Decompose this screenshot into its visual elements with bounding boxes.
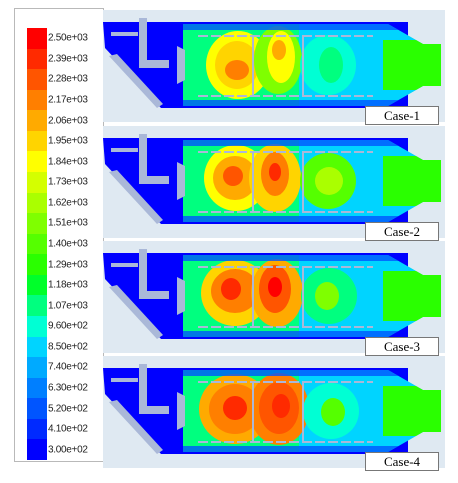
- legend-swatch: [27, 110, 47, 132]
- legend-swatch: [27, 172, 47, 194]
- legend-tick-label: 3.00e+02: [48, 444, 88, 456]
- legend-swatch: [27, 48, 47, 70]
- legend-tick-label: 2.06e+03: [48, 115, 88, 127]
- contour-region: [272, 40, 286, 60]
- temperature-legend: 2.50e+03 2.39e+03 2.28e+03 2.17e+03 2.06e+03…: [14, 8, 104, 462]
- legend-tick-label: 1.29e+03: [48, 259, 88, 271]
- case-label: Case-1: [365, 106, 439, 125]
- contour-region: [319, 47, 343, 83]
- contour-plot: [103, 249, 441, 339]
- contour-panel: Case-2: [103, 126, 445, 241]
- legend-tick-label: 2.28e+03: [48, 73, 88, 85]
- legend-swatch: [27, 213, 47, 235]
- legend-swatch: [27, 357, 47, 379]
- legend-tick-label: 6.30e+02: [48, 382, 88, 394]
- contour-plot: [103, 134, 441, 224]
- burner-duct: [139, 364, 169, 414]
- legend-swatch: [27, 316, 47, 338]
- burner-duct: [139, 134, 169, 184]
- legend-swatch: [27, 439, 47, 461]
- legend-tick-label: 1.18e+03: [48, 279, 88, 291]
- contour-region: [315, 167, 343, 195]
- contour-region: [269, 163, 281, 181]
- burner-duct: [139, 18, 169, 68]
- contour-region: [272, 394, 290, 418]
- contour-region: [221, 278, 241, 300]
- legend-swatch: [27, 69, 47, 91]
- legend-swatch: [27, 130, 47, 152]
- legend-swatch: [27, 295, 47, 317]
- contour-panel: Case-4: [103, 356, 445, 471]
- contour-region: [223, 396, 247, 420]
- contour-plot: [103, 18, 441, 108]
- legend-tick-label: 7.40e+02: [48, 361, 88, 373]
- legend-swatch: [27, 377, 47, 399]
- legend-tick-label: 1.84e+03: [48, 156, 88, 168]
- legend-swatch: [27, 89, 47, 111]
- legend-swatch: [27, 336, 47, 358]
- contour-region: [321, 398, 345, 426]
- contour-plot: [103, 364, 441, 454]
- legend-tick-label: 1.40e+03: [48, 238, 88, 250]
- legend-swatch: [27, 274, 47, 296]
- legend-swatch: [27, 418, 47, 440]
- legend-swatch: [27, 233, 47, 255]
- legend-tick-label: 1.51e+03: [48, 217, 88, 229]
- legend-tick-label: 4.10e+02: [48, 423, 88, 435]
- burner-duct: [139, 249, 169, 299]
- legend-tick-label: 2.39e+03: [48, 53, 88, 65]
- legend-tick-label: 5.20e+02: [48, 403, 88, 415]
- case-label: Case-2: [365, 222, 439, 241]
- legend-tick-label: 2.50e+03: [48, 32, 88, 44]
- legend-swatch: [27, 192, 47, 214]
- legend-tick-label: 1.73e+03: [48, 176, 88, 188]
- contour-region: [268, 277, 282, 297]
- legend-swatch: [27, 254, 47, 276]
- contour-panel: Case-1: [103, 10, 445, 125]
- legend-tick-label: 8.50e+02: [48, 341, 88, 353]
- legend-swatch: [27, 151, 47, 173]
- contour-region: [315, 282, 339, 310]
- legend-tick-label: 1.62e+03: [48, 197, 88, 209]
- legend-color-bar: [27, 28, 47, 461]
- case-label: Case-4: [365, 452, 439, 471]
- legend-swatch: [27, 398, 47, 420]
- legend-tick-label: 2.17e+03: [48, 94, 88, 106]
- case-label: Case-3: [365, 337, 439, 356]
- legend-tick-label: 9.60e+02: [48, 320, 88, 332]
- contour-region: [223, 166, 243, 186]
- contour-panel: Case-3: [103, 241, 445, 356]
- legend-tick-label: 1.95e+03: [48, 135, 88, 147]
- legend-tick-label: 1.07e+03: [48, 300, 88, 312]
- contour-region: [225, 60, 249, 80]
- legend-swatch: [27, 28, 47, 50]
